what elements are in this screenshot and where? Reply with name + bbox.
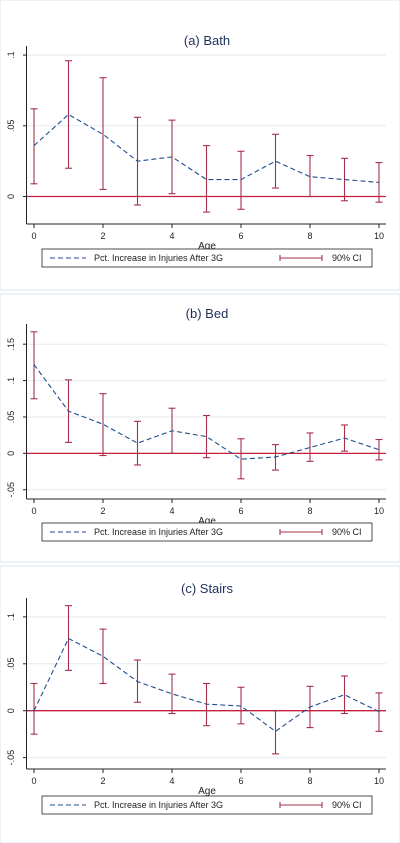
x-tick-label: 8 <box>307 506 312 516</box>
legend-box <box>41 795 373 815</box>
x-tick-label: 8 <box>307 231 312 241</box>
legend-ci-label: 90% CI <box>332 800 362 810</box>
legend-box <box>41 248 373 268</box>
y-tick-label: .05 <box>6 411 16 424</box>
chart-panel-3: (c) Stairs -.05 0 .05 .1 0 2 4 6 8 10 Age Pct. Incre… <box>0 565 400 843</box>
x-tick-label: 6 <box>238 506 243 516</box>
x-tick-label: 0 <box>31 506 36 516</box>
x-axis-label: Age <box>198 786 216 797</box>
x-axis-label: Age <box>198 516 216 527</box>
y-tick-label: .15 <box>6 338 16 351</box>
y-tick-label: 0 <box>6 194 16 199</box>
chart-title: (c) Stairs <box>181 581 234 596</box>
series-line <box>33 113 380 183</box>
legend-series-label: Pct. Increase in Injuries After 3G <box>94 253 223 263</box>
x-tick-label: 8 <box>307 776 312 786</box>
y-tick-label: .05 <box>6 658 16 671</box>
legend-ci-label: 90% CI <box>332 253 362 263</box>
x-axis-label: Age <box>198 241 216 252</box>
y-tick-label: .1 <box>6 613 16 621</box>
x-tick-label: 6 <box>238 231 243 241</box>
x-tick-label: 10 <box>374 506 384 516</box>
y-tick-label: .05 <box>6 120 16 133</box>
y-tick-label: .1 <box>6 377 16 385</box>
x-tick-label: 2 <box>100 776 105 786</box>
legend-series-label: Pct. Increase in Injuries After 3G <box>94 800 223 810</box>
series-line <box>33 637 380 733</box>
chart-title: (a) Bath <box>184 33 230 48</box>
x-tick-label: 0 <box>31 776 36 786</box>
y-tick-label: .1 <box>6 51 16 59</box>
x-tick-label: 10 <box>374 776 384 786</box>
x-tick-label: 2 <box>100 231 105 241</box>
legend-ci-label: 90% CI <box>332 527 362 537</box>
panel-frame <box>0 293 400 563</box>
x-tick-label: 4 <box>169 506 174 516</box>
x-tick-label: 2 <box>100 506 105 516</box>
y-tick-label: 0 <box>6 708 16 713</box>
series-line <box>33 364 380 460</box>
y-tick-label: -.05 <box>6 750 16 766</box>
y-tick-label: -.05 <box>6 482 16 498</box>
x-tick-label: 6 <box>238 776 243 786</box>
x-tick-label: 4 <box>169 776 174 786</box>
x-tick-label: 0 <box>31 231 36 241</box>
x-tick-label: 4 <box>169 231 174 241</box>
legend-series-label: Pct. Increase in Injuries After 3G <box>94 527 223 537</box>
legend-box <box>41 522 373 542</box>
chart-title: (b) Bed <box>186 306 229 321</box>
panel-frame <box>0 0 400 291</box>
x-tick-label: 10 <box>374 231 384 241</box>
y-tick-label: 0 <box>6 451 16 456</box>
